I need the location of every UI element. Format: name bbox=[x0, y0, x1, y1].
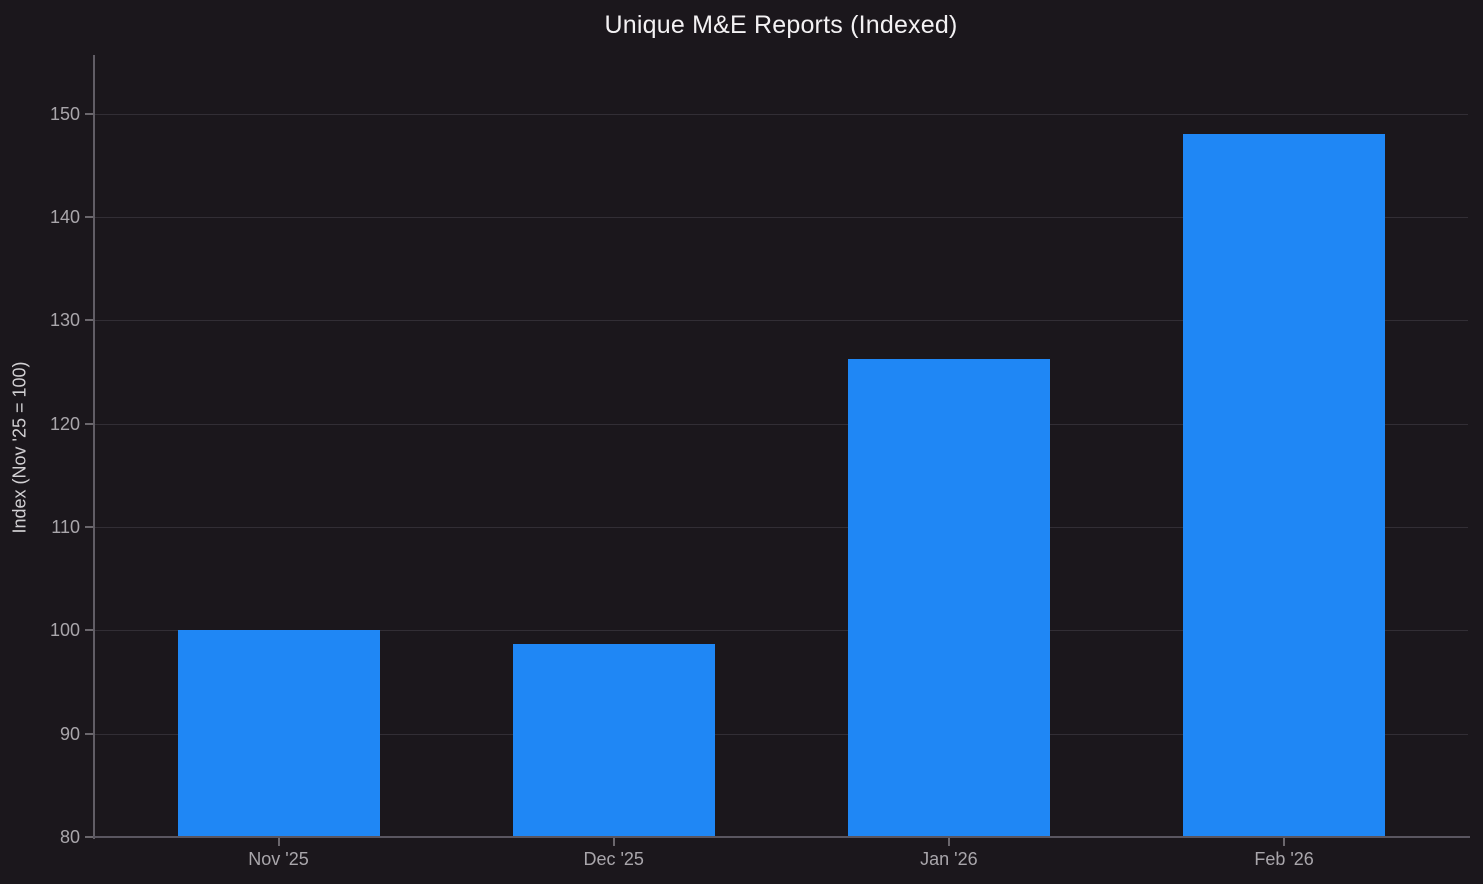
y-tick-label-80: 80 bbox=[20, 828, 80, 846]
y-tick-mark-90 bbox=[85, 733, 93, 735]
y-tick-label-90: 90 bbox=[20, 725, 80, 743]
x-tick-mark-nov-25 bbox=[278, 838, 280, 846]
y-tick-label-130: 130 bbox=[20, 311, 80, 329]
bar-feb-26 bbox=[1183, 134, 1385, 837]
y-axis-line bbox=[93, 55, 95, 839]
x-tick-mark-jan-26 bbox=[948, 838, 950, 846]
bar-jan-26 bbox=[848, 359, 1050, 837]
plot-area bbox=[94, 55, 1468, 837]
y-tick-mark-150 bbox=[85, 113, 93, 115]
x-tick-label-dec-25: Dec '25 bbox=[534, 850, 694, 868]
y-tick-label-100: 100 bbox=[20, 621, 80, 639]
x-tick-label-feb-26: Feb '26 bbox=[1204, 850, 1364, 868]
y-tick-mark-120 bbox=[85, 423, 93, 425]
y-tick-mark-110 bbox=[85, 526, 93, 528]
y-tick-mark-80 bbox=[85, 836, 93, 838]
y-tick-mark-100 bbox=[85, 629, 93, 631]
y-axis-title: Index (Nov '25 = 100) bbox=[10, 248, 31, 648]
y-tick-label-110: 110 bbox=[20, 518, 80, 536]
gridline-150 bbox=[94, 114, 1468, 115]
x-tick-mark-feb-26 bbox=[1283, 838, 1285, 846]
bar-chart: Unique M&E Reports (Indexed) Index (Nov … bbox=[0, 0, 1483, 884]
x-tick-label-nov-25: Nov '25 bbox=[199, 850, 359, 868]
y-tick-mark-140 bbox=[85, 216, 93, 218]
bar-nov-25 bbox=[178, 630, 380, 837]
y-tick-mark-130 bbox=[85, 319, 93, 321]
y-tick-label-140: 140 bbox=[20, 208, 80, 226]
y-tick-label-150: 150 bbox=[20, 105, 80, 123]
y-tick-label-120: 120 bbox=[20, 415, 80, 433]
x-tick-mark-dec-25 bbox=[613, 838, 615, 846]
x-axis-line bbox=[93, 836, 1470, 838]
chart-title: Unique M&E Reports (Indexed) bbox=[94, 11, 1468, 40]
x-tick-label-jan-26: Jan '26 bbox=[869, 850, 1029, 868]
bar-dec-25 bbox=[513, 644, 715, 837]
